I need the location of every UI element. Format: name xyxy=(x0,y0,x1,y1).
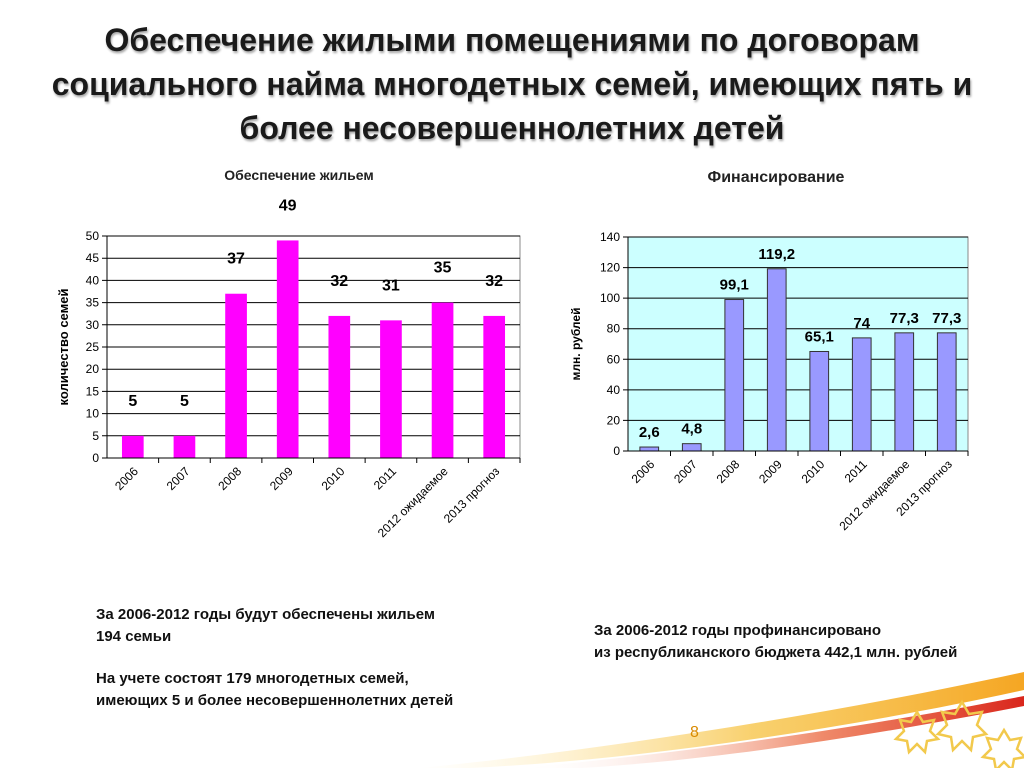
bar-2013 xyxy=(483,315,506,458)
data-label: 4,8 xyxy=(681,421,702,438)
y-tick-label: 60 xyxy=(607,352,621,366)
data-label: 119,2 xyxy=(758,246,795,263)
data-label: 5 xyxy=(128,393,137,410)
bar-2008 xyxy=(225,293,247,458)
bar-2012 xyxy=(431,302,454,458)
y-tick-label: 0 xyxy=(92,451,99,465)
data-label: 32 xyxy=(485,273,503,290)
data-label: 5 xyxy=(180,393,189,410)
y-tick-label: 0 xyxy=(613,444,620,458)
y-tick-label: 20 xyxy=(607,413,621,427)
data-label: 77,3 xyxy=(890,310,919,327)
y-tick-label: 140 xyxy=(600,230,620,244)
housing-caption: За 2006-2012 годы будут обеспечены жилье… xyxy=(96,604,536,712)
y-tick-label: 40 xyxy=(607,383,621,397)
bar-2007 xyxy=(173,435,196,458)
slide-title: Обеспечение жилыми помещениями по догово… xyxy=(40,18,984,150)
data-label: 99,1 xyxy=(720,277,749,294)
data-label: 31 xyxy=(382,277,400,294)
registry-caption-line-2: имеющих 5 и более несовершеннолетних дет… xyxy=(96,692,454,709)
y-tick-label: 20 xyxy=(86,362,100,376)
y-tick-label: 15 xyxy=(86,384,100,398)
slide-title-line-1: Обеспечение жилыми помещениями по догово… xyxy=(104,22,920,58)
y-tick-label: 5 xyxy=(92,429,99,443)
funding-caption: За 2006-2012 годы профинансировано из ре… xyxy=(594,620,1014,664)
data-label: 65,1 xyxy=(805,328,834,345)
y-axis-label: количество семей xyxy=(56,289,71,406)
y-tick-label: 25 xyxy=(86,340,100,354)
y-tick-label: 35 xyxy=(86,296,100,310)
y-tick-label: 80 xyxy=(607,322,621,336)
chart-title: Обеспечение жильем xyxy=(224,167,373,183)
funding-caption-line-1: За 2006-2012 годы профинансировано xyxy=(594,622,881,639)
y-tick-label: 40 xyxy=(86,273,100,287)
housing-caption-line-2: 194 семьи xyxy=(96,628,172,645)
y-axis-label: млн. рублей xyxy=(569,308,583,381)
data-label: 2,6 xyxy=(639,424,660,441)
data-label: 74 xyxy=(853,315,870,332)
data-label: 35 xyxy=(434,260,452,277)
flower-ornament-icon xyxy=(893,699,1024,768)
y-tick-label: 120 xyxy=(600,261,620,275)
y-tick-label: 10 xyxy=(86,407,100,421)
data-label: 37 xyxy=(227,251,245,268)
page-number: 8 xyxy=(690,724,699,741)
y-tick-label: 100 xyxy=(600,291,620,305)
y-tick-label: 50 xyxy=(86,229,100,243)
data-label: 77,3 xyxy=(932,310,961,327)
registry-caption-line-1: На учете состоят 179 многодетных семей, xyxy=(96,670,409,687)
y-tick-label: 45 xyxy=(86,251,100,265)
bar-2011 xyxy=(380,320,402,458)
chart-title: Финансирование xyxy=(708,169,845,186)
data-label: 32 xyxy=(330,273,348,290)
data-label: 49 xyxy=(279,197,297,214)
slide-title-line-3: более несовершеннолетних детей xyxy=(239,110,785,146)
bar-2006 xyxy=(121,435,144,458)
slide-title-line-2: социального найма многодетных семей, име… xyxy=(51,66,973,102)
y-tick-label: 30 xyxy=(86,318,100,332)
funding-caption-line-2: из республиканского бюджета 442,1 млн. р… xyxy=(594,644,958,661)
bar-2010 xyxy=(328,315,351,458)
bar-2009 xyxy=(276,240,299,458)
housing-caption-line-1: За 2006-2012 годы будут обеспечены жилье… xyxy=(96,606,435,623)
